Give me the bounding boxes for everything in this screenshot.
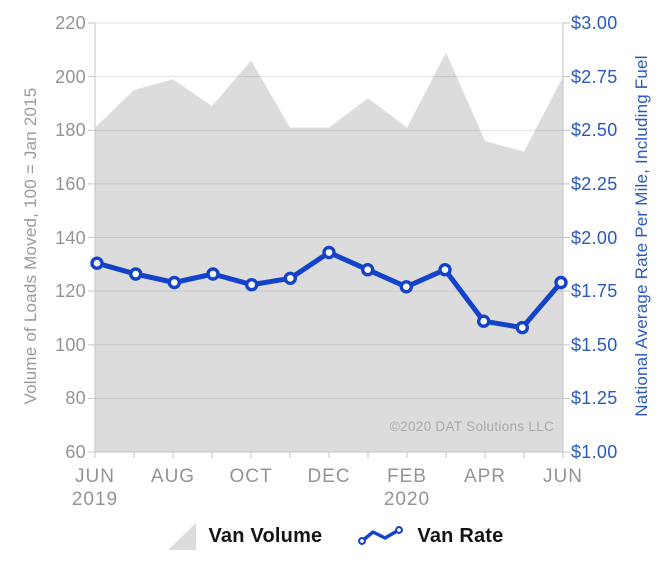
van-rate-point-dec-2019 xyxy=(322,245,336,260)
left-axis-tick-140: 140 xyxy=(55,227,86,248)
left-axis-tick-60: 60 xyxy=(65,442,86,462)
van-rate-point-sep-2019 xyxy=(206,267,220,281)
left-axis-tick-100: 100 xyxy=(55,334,86,355)
x-axis-tick-feb-2020: FEB 2020 xyxy=(383,466,431,510)
legend-item-van-rate: Van Rate xyxy=(358,525,503,548)
x-axis-tick-dec: DEC xyxy=(307,466,351,487)
left-axis-tick-180: 180 xyxy=(55,120,86,141)
right-axis-tick-2.50: $2.50 xyxy=(571,120,618,141)
right-axis-tick-1.00: $1.00 xyxy=(571,442,618,462)
chart-legend: Van Volume Van Rate xyxy=(0,517,671,555)
right-axis-tick-1.25: $1.25 xyxy=(571,388,618,409)
x-axis-tick-apr: APR xyxy=(463,466,507,487)
van-rate-line-icon xyxy=(358,526,404,545)
left-axis-tick-80: 80 xyxy=(65,388,86,409)
left-axis-tick-200: 200 xyxy=(55,66,86,87)
right-axis-title: National Average Rate Per Mile, Includin… xyxy=(632,55,651,417)
left-axis-tick-160: 160 xyxy=(55,173,86,194)
right-axis-tick-1.50: $1.50 xyxy=(571,334,618,355)
x-axis-tick-oct: OCT xyxy=(229,466,273,487)
copyright-watermark: ©2020 DAT Solutions LLC xyxy=(389,419,555,434)
legend-label-van-volume: Van Volume xyxy=(208,524,323,547)
van-rate-point-jun-2020 xyxy=(554,275,568,290)
van-rate-point-feb-2020 xyxy=(399,280,413,294)
van-rate-point-aug-2019 xyxy=(167,275,182,290)
right-axis-tick-2.25: $2.25 xyxy=(571,173,618,194)
x-axis-tick-jun: JUN xyxy=(543,466,583,487)
van-rate-point-jul-2019 xyxy=(128,267,143,281)
left-axis-tick-120: 120 xyxy=(55,281,86,302)
van-rate-point-may-2020 xyxy=(515,320,529,335)
van-rate-point-jan-2020 xyxy=(361,263,375,277)
right-axis-tick-2.75: $2.75 xyxy=(571,66,618,87)
left-axis-tick-220: 220 xyxy=(55,13,86,33)
van-volume-area-icon xyxy=(167,523,196,550)
right-axis-tick-3.00: $3.00 xyxy=(571,13,618,33)
x-axis-tick-aug: AUG xyxy=(150,466,196,487)
x-axis-tick-jun-2019: JUN 2019 xyxy=(71,466,119,510)
right-axis-tick-1.75: $1.75 xyxy=(571,281,618,302)
van-rate-point-jun-2019 xyxy=(90,256,104,270)
van-rate-point-apr-2020 xyxy=(477,314,491,328)
legend-label-van-rate: Van Rate xyxy=(417,524,504,547)
legend-item-van-volume: Van Volume xyxy=(167,522,323,550)
right-axis-tick-2.00: $2.00 xyxy=(571,227,618,248)
van-rate-point-nov-2019 xyxy=(283,271,297,285)
van-rate-point-oct-2019 xyxy=(244,278,259,292)
van-rate-point-mar-2020 xyxy=(438,263,452,277)
